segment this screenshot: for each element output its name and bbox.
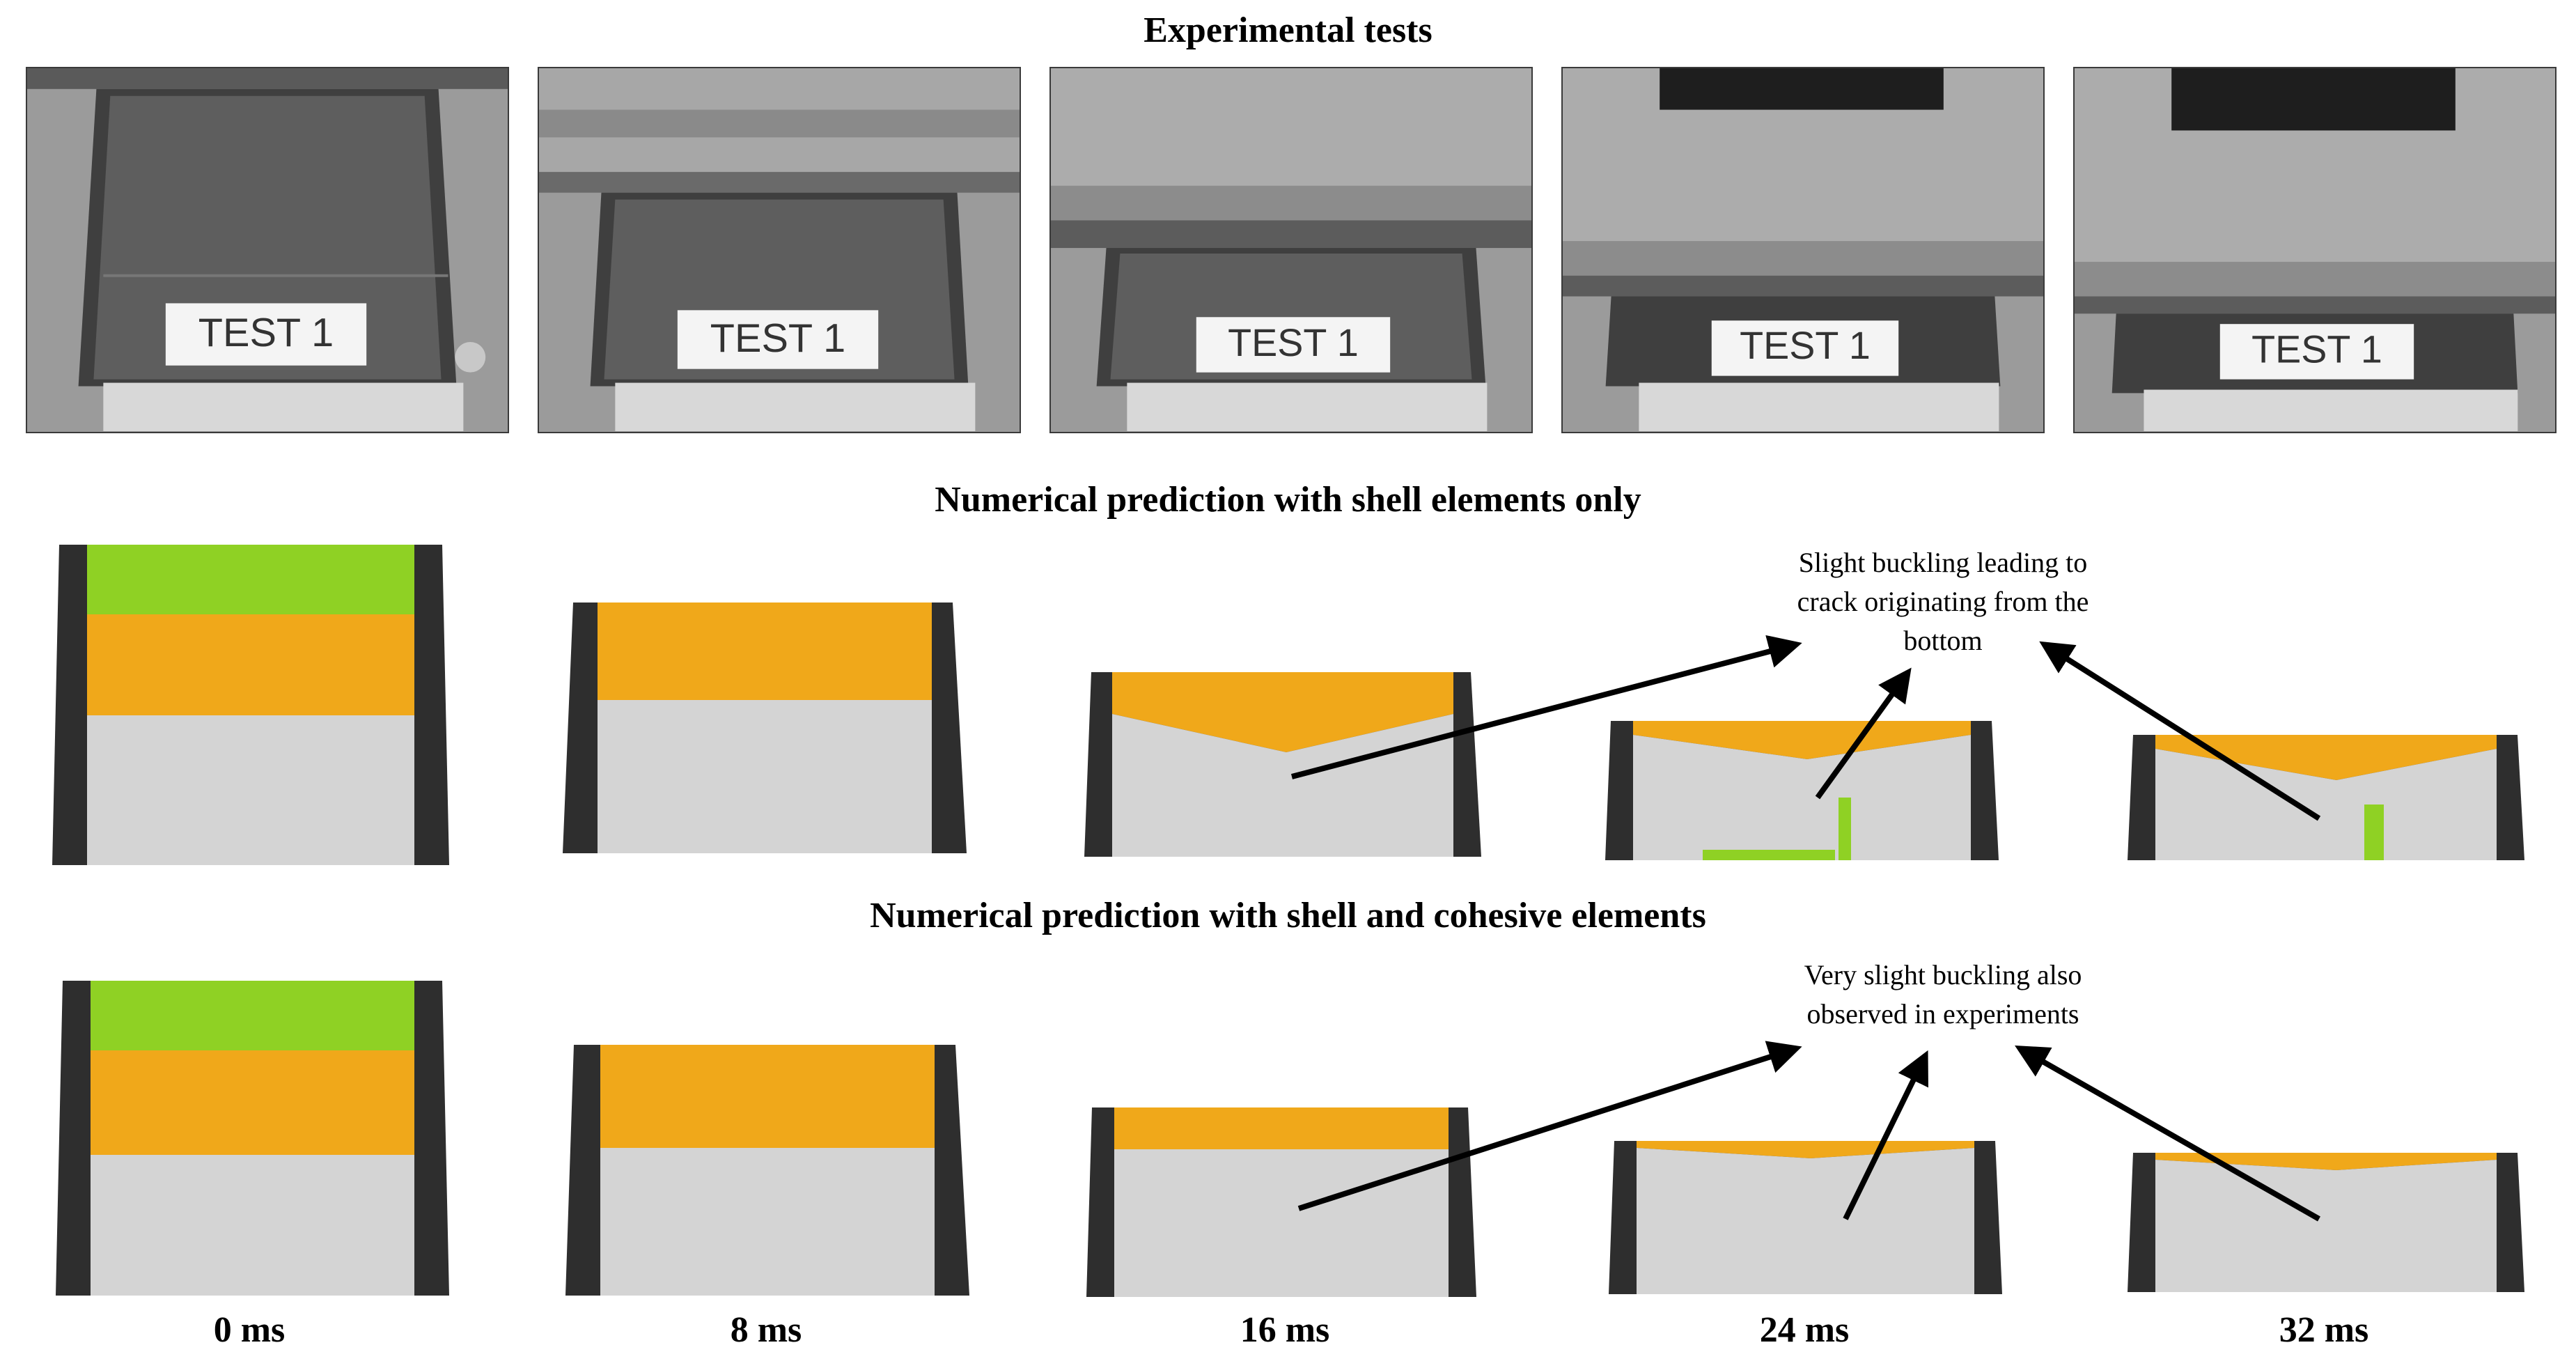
sim-shell-32ms [2128, 735, 2524, 860]
sim-cohesive-16ms [1086, 1107, 1476, 1297]
sim-shell-8ms [563, 603, 967, 853]
arrow-cohesive-24ms [1843, 1050, 1928, 1220]
annotation-line: crack originating from the [1797, 586, 2089, 617]
arrow-shell-32ms [2039, 641, 2321, 821]
time-label-8ms: 8 ms [730, 1310, 802, 1350]
annotation-shell-cohesive: Very slight buckling also observed in ex… [1664, 956, 2222, 1034]
time-label-24ms: 24 ms [1759, 1310, 1850, 1350]
test-label-text: TEST 1 [1740, 324, 1871, 367]
test-label-text: TEST 1 [1228, 321, 1359, 364]
annotation-line: observed in experiments [1806, 998, 2079, 1029]
arrow-cohesive-32ms [2015, 1046, 2320, 1222]
test-label-text: TEST 1 [198, 311, 334, 355]
annotation-shell-only: Slight buckling leading to crack origina… [1664, 543, 2222, 660]
experiment-photo-24ms: TEST 1 [1561, 67, 2045, 433]
arrow-shell-16ms [1290, 635, 1802, 779]
annotation-line: bottom [1903, 625, 1983, 656]
test-label-text: TEST 1 [2251, 328, 2382, 371]
title-shell-cohesive: Numerical prediction with shell and cohe… [870, 896, 1706, 935]
sim-cohesive-8ms [565, 1045, 969, 1296]
title-experimental-tests: Experimental tests [1143, 10, 1433, 50]
annotation-line: Very slight buckling also [1804, 959, 2082, 990]
test-label-text: TEST 1 [710, 316, 845, 361]
sim-cohesive-32ms [2128, 1153, 2524, 1292]
sim-cohesive-0ms [56, 981, 449, 1296]
sim-shell-24ms [1605, 721, 1999, 860]
sim-cohesive-24ms [1609, 1141, 2002, 1294]
time-label-16ms: 16 ms [1240, 1310, 1330, 1350]
experiment-photo-16ms: TEST 1 [1049, 67, 1533, 433]
time-label-0ms: 0 ms [213, 1310, 286, 1350]
arrow-shell-24ms [1815, 667, 1912, 800]
title-shell-only: Numerical prediction with shell elements… [935, 480, 1641, 520]
arrow-cohesive-16ms [1297, 1041, 1802, 1211]
time-label-32ms: 32 ms [2279, 1310, 2369, 1350]
experiment-photo-0ms: TEST 1 [26, 67, 509, 433]
sim-shell-0ms [52, 545, 449, 865]
experiment-photo-8ms: TEST 1 [538, 67, 1021, 433]
annotation-line: Slight buckling leading to [1798, 547, 2088, 578]
experiment-photo-32ms: TEST 1 [2073, 67, 2557, 433]
sim-shell-16ms [1084, 672, 1481, 857]
